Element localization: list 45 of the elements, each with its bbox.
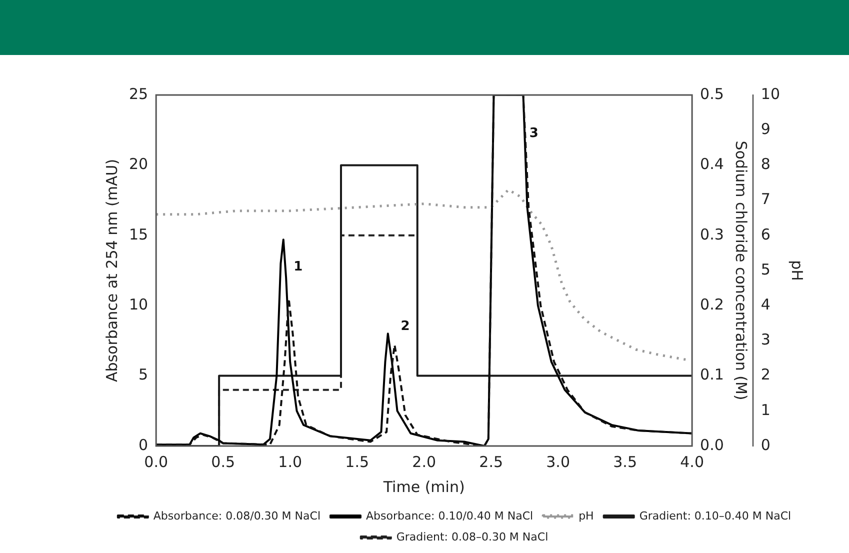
x-tick-label: 1.0 (278, 452, 302, 471)
y3-tick-label: 5 (760, 260, 770, 278)
line-series (156, 95, 692, 446)
y3-tick-label: 2 (760, 366, 770, 384)
y2-tick-label: 0.2 (700, 295, 724, 314)
legend-label: Absorbance: 0.10/0.40 M NaCl (366, 509, 534, 522)
y-tick-label: 25 (128, 84, 148, 103)
x-tick-label: 3.5 (613, 452, 637, 471)
y-tick-label: 0 (138, 436, 148, 454)
annotation: 2 (400, 319, 410, 334)
y3-tick-label: 4 (760, 295, 770, 314)
y3-tick-label: 8 (760, 155, 770, 174)
x-tick-label: 1.5 (345, 452, 370, 471)
legend-label: Gradient: 0.08–0.30 M NaCl (396, 530, 548, 544)
y-tick-label: 20 (128, 155, 148, 174)
x-tick-label: 0.0 (144, 452, 168, 471)
y-axis-title: Absorbance at 254 nm (mAU) (102, 158, 121, 382)
x-tick-label: 3.0 (546, 452, 570, 471)
y3-tick-label: 7 (760, 190, 770, 208)
annotation: 3 (529, 126, 538, 141)
x-tick-label: 4.0 (680, 452, 704, 471)
x-tick-label: 2.5 (479, 452, 503, 471)
x-tick-label: 2.0 (412, 452, 436, 471)
x-tick-label: 0.5 (211, 452, 236, 471)
annotation: 1 (294, 259, 303, 274)
y2-tick-label: 0.0 (700, 436, 724, 454)
y3-tick-label: 10 (760, 84, 780, 103)
legend-label: Absorbance: 0.08/0.30 M NaCl (153, 509, 321, 522)
legend-label: pH (578, 509, 594, 522)
y3-tick-label: 0 (760, 436, 770, 454)
y3-axis-title: pH (788, 260, 806, 281)
y3-tick-label: 3 (760, 330, 770, 349)
y-tick-label: 5 (138, 366, 148, 384)
y-tick-label: 10 (128, 295, 148, 314)
x-axis-title: Time (min) (382, 478, 465, 496)
y2-tick-label: 0.1 (700, 366, 724, 384)
y-tick-label: 15 (128, 225, 148, 244)
y2-tick-label: 0.4 (700, 155, 724, 174)
y2-tick-label: 0.5 (700, 84, 724, 103)
y2-tick-label: 0.3 (700, 225, 724, 244)
legend-label: Gradient: 0.10–0.40 M NaCl (639, 509, 792, 522)
y2-axis-title: Sodium chloride concentration (M) (732, 140, 750, 400)
y3-tick-label: 1 (760, 400, 770, 419)
y3-tick-label: 9 (760, 120, 770, 138)
y3-tick-label: 6 (760, 225, 770, 244)
